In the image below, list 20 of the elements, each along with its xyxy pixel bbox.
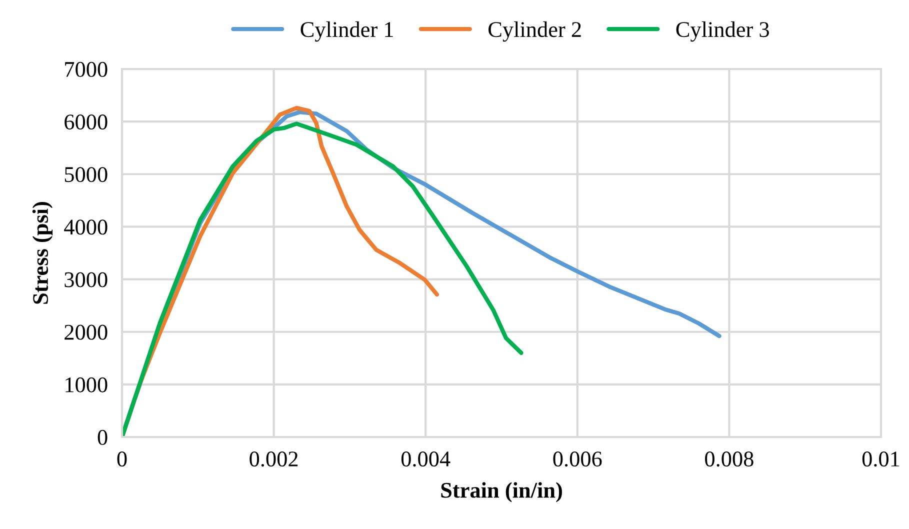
legend-label: Cylinder 3	[676, 21, 769, 42]
y-tick-label: 5000	[64, 167, 108, 182]
x-tick-label: 0.01	[862, 452, 900, 467]
y-tick-label: 0	[98, 430, 108, 445]
y-tick-label: 4000	[64, 220, 108, 235]
legend-label: Cylinder 2	[488, 21, 581, 42]
legend-label: Cylinder 1	[300, 21, 393, 42]
y-tick-label: 2000	[64, 324, 108, 340]
x-tick-label: 0	[117, 452, 127, 467]
y-tick-label: 1000	[66, 377, 108, 392]
y-tick-label: 3000	[64, 272, 108, 288]
y-tick-label: 7000	[65, 62, 108, 77]
x-axis-title: Strain (in/in)	[441, 482, 562, 502]
line-series	[122, 122, 524, 437]
x-tick-label: 0.002	[250, 452, 298, 467]
x-tick-label: 0.006	[553, 452, 602, 467]
x-tick-label: 0.008	[705, 452, 754, 467]
y-tick-label: 6000	[64, 114, 108, 130]
x-tick-label: 0.004	[401, 452, 450, 467]
y-axis-title: Stress (psi)	[32, 202, 53, 304]
